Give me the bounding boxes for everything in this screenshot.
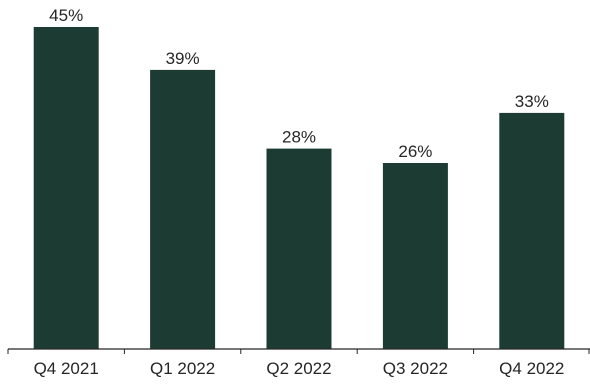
data-label: 26% — [398, 142, 432, 161]
data-label: 33% — [515, 92, 549, 111]
x-tick-label: Q4 2022 — [499, 359, 564, 378]
x-axis-tick-labels: Q4 2021 Q1 2022 Q2 2022 Q3 2022 Q4 2022 — [34, 359, 565, 378]
x-axis-ticks — [7, 349, 590, 354]
bar-q1-2022 — [150, 69, 216, 350]
bar-q4-2022 — [499, 112, 565, 350]
x-tick-label: Q1 2022 — [150, 359, 215, 378]
bar-q2-2022 — [266, 148, 332, 349]
bar-q4-2021 — [33, 27, 99, 349]
data-label: 39% — [166, 49, 200, 68]
data-label: 28% — [282, 128, 316, 147]
x-tick-label: Q3 2022 — [383, 359, 448, 378]
bar-q3-2022 — [382, 163, 448, 349]
x-tick-label: Q4 2021 — [34, 359, 99, 378]
data-label: 45% — [49, 6, 83, 25]
x-tick-label: Q2 2022 — [266, 359, 331, 378]
bars — [33, 27, 565, 350]
data-labels: 45% 39% 28% 26% 33% — [49, 6, 549, 161]
